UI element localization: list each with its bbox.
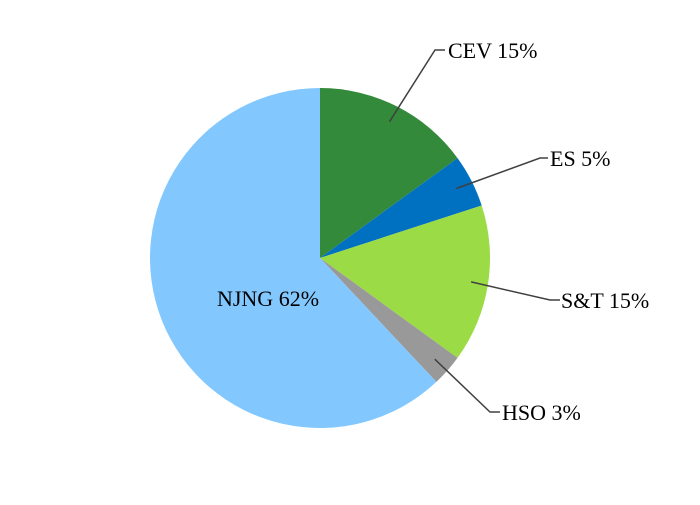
pie-slice-s-t bbox=[320, 205, 490, 358]
pie-slice-cev bbox=[320, 88, 458, 258]
data-label-es: ES 5% bbox=[550, 146, 611, 171]
leader-line-hso bbox=[434, 358, 500, 413]
pie-slice-hso bbox=[320, 258, 458, 382]
pie-slice-es bbox=[320, 158, 482, 258]
data-label-njng: NJNG 62% bbox=[217, 286, 319, 311]
pie-slice-njng bbox=[149, 88, 437, 428]
leader-lines bbox=[388, 49, 560, 413]
data-label-cev: CEV 15% bbox=[448, 38, 537, 63]
pie-slices bbox=[149, 88, 490, 428]
data-labels: CEV 15% ES 5% S&T 15% HSO 3% NJNG 62% bbox=[217, 38, 649, 425]
leader-line-cev bbox=[388, 49, 445, 123]
leader-line-s-t bbox=[470, 281, 560, 301]
data-label-hso: HSO 3% bbox=[502, 400, 581, 425]
data-label-s-t: S&T 15% bbox=[561, 288, 649, 313]
leader-line-es bbox=[456, 157, 548, 190]
